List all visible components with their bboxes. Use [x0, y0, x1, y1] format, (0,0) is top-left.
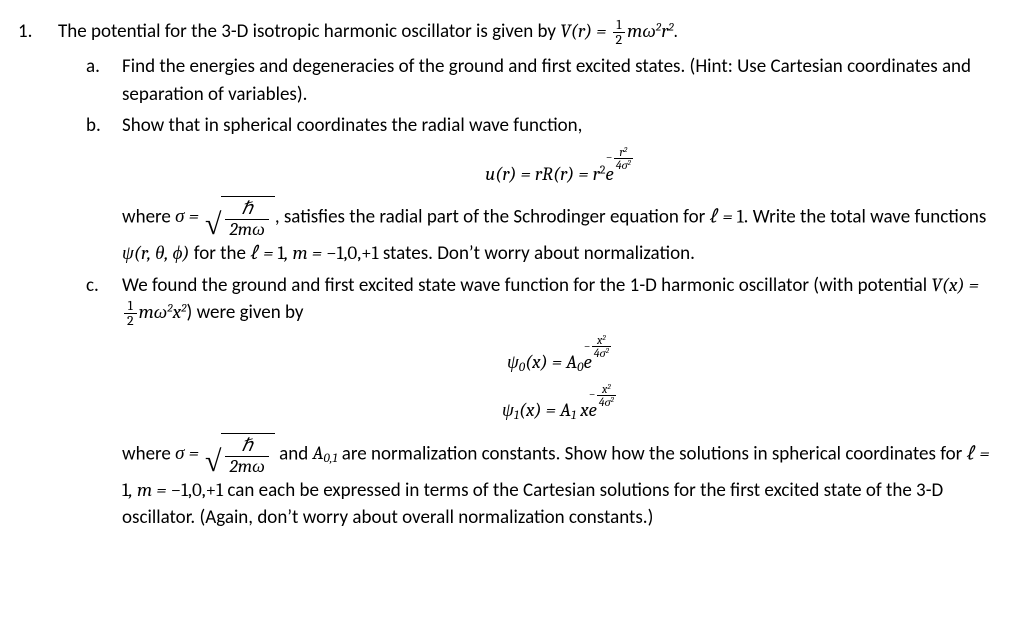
part-b-equation: u(r) = rR(r) = r2e−r24σ2 [122, 146, 996, 188]
stem-text: The potential for the 3-D isotropic harm… [58, 20, 560, 43]
part-a-letter: a. [86, 53, 106, 108]
problem-1: 1. The potential for the 3-D isotropic h… [18, 18, 996, 532]
a01: A0,1 [312, 442, 337, 464]
parts-list: a. Find the energies and degeneracies of… [86, 53, 996, 532]
problem-body: The potential for the 3-D isotropic harm… [58, 18, 996, 532]
part-b-letter: b. [86, 112, 106, 267]
part-b-where: where [122, 205, 175, 228]
sigma-definition: σ = √ℏ2mω [175, 205, 275, 227]
sigma-definition-c: σ = √ℏ2mω [175, 442, 275, 464]
part-b-intro: Show that in spherical coordinates the r… [122, 114, 582, 137]
part-b-where-suffix: , satisfies the radial part of the Schro… [275, 205, 710, 228]
part-b-states: ℓ = 1, m = −1,0,+1 [250, 242, 378, 264]
part-c-where: where [122, 442, 175, 465]
part-a-body: Find the energies and degeneracies of th… [122, 53, 996, 108]
problem-stem: The potential for the 3-D isotropic harm… [58, 18, 996, 47]
part-a: a. Find the energies and degeneracies of… [86, 53, 996, 108]
part-b-after-ell: . Write the total wave functions [744, 205, 987, 228]
psi1-equation: ψ1(x) = A1 xe−x24σ2 [122, 383, 996, 425]
part-c-tail: can each be expressed in terms of the Ca… [122, 479, 943, 530]
part-c-norm: are normalization constants. Show how th… [338, 442, 967, 465]
problem-number: 1. [18, 18, 40, 532]
ell-eq: ℓ = 1 [710, 205, 744, 227]
part-c-body: We found the ground and first excited st… [122, 272, 996, 532]
part-c-line1-pre: We found the ground and first excited st… [122, 274, 931, 297]
stem-equation: V(r) = 12mω2r2 [560, 20, 673, 42]
psi0-equation: ψ0(x) = A0e−x24σ2 [122, 334, 996, 376]
part-b-tail: states. Don’t worry about normalization. [379, 242, 695, 265]
part-b: b. Show that in spherical coordinates th… [86, 112, 996, 267]
part-c-letter: c. [86, 272, 106, 532]
part-b-for: for the [190, 242, 251, 265]
part-c: c. We found the ground and first excited… [86, 272, 996, 532]
part-c-line1-post: ) were given by [187, 301, 304, 324]
part-b-body: Show that in spherical coordinates the r… [122, 112, 996, 267]
part-c-and: and [275, 442, 313, 465]
psi-args: ψ(r, θ, ϕ) [122, 242, 190, 264]
